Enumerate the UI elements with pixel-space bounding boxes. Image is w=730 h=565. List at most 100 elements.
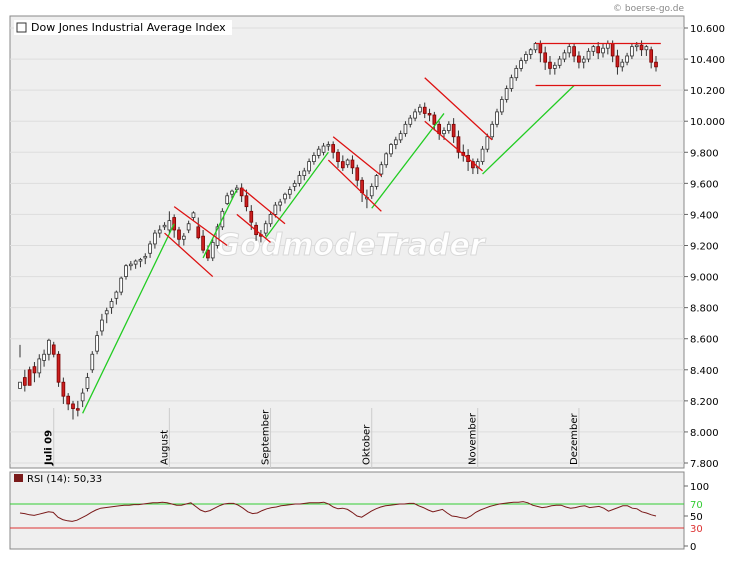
candle bbox=[408, 115, 413, 128]
candle-body bbox=[639, 44, 644, 51]
rsi-level-label: 70 bbox=[690, 500, 703, 511]
resistance-trendline bbox=[327, 159, 382, 212]
candle bbox=[331, 141, 336, 159]
candle bbox=[456, 130, 461, 159]
rsi-y-tick-label: 50 bbox=[690, 512, 703, 523]
candle-body bbox=[292, 182, 297, 187]
candle-body bbox=[90, 353, 95, 371]
candle bbox=[625, 52, 629, 66]
candle-body bbox=[456, 136, 461, 153]
candle bbox=[263, 220, 268, 237]
candle bbox=[403, 121, 408, 137]
candle bbox=[389, 142, 393, 157]
candle bbox=[181, 233, 186, 246]
candle-body bbox=[533, 43, 538, 51]
candle-body bbox=[143, 255, 148, 259]
candle-body bbox=[543, 52, 548, 63]
candle bbox=[51, 341, 56, 358]
candle bbox=[649, 46, 654, 69]
candle bbox=[490, 121, 495, 140]
candle bbox=[596, 41, 601, 60]
candle bbox=[630, 43, 634, 60]
candle-body bbox=[427, 113, 432, 116]
candle-body bbox=[451, 123, 456, 138]
candle-body bbox=[268, 214, 273, 225]
candle-body bbox=[577, 55, 581, 63]
x-tick-label: September bbox=[261, 409, 272, 465]
candle-body bbox=[581, 58, 586, 63]
candle-body bbox=[552, 64, 557, 69]
candle-body bbox=[630, 46, 634, 57]
candle-body bbox=[181, 235, 186, 240]
candle-body bbox=[71, 403, 75, 410]
candle-body bbox=[586, 50, 591, 60]
candle bbox=[495, 108, 499, 128]
candle-body bbox=[398, 133, 403, 141]
candle-body bbox=[572, 46, 576, 57]
candles bbox=[18, 40, 658, 420]
candle-body bbox=[413, 111, 417, 119]
candle-body bbox=[610, 43, 615, 57]
candle-body bbox=[384, 153, 389, 166]
x-tick-label: Oktober bbox=[362, 424, 373, 465]
candle bbox=[273, 202, 278, 218]
candle bbox=[75, 400, 80, 417]
candle bbox=[567, 43, 572, 58]
candle-body bbox=[644, 46, 649, 51]
candle bbox=[287, 186, 292, 199]
candle-body bbox=[307, 161, 311, 172]
candle-body bbox=[249, 210, 254, 223]
candle-body bbox=[201, 235, 205, 251]
rsi-title: RSI (14): 50,33 bbox=[27, 474, 102, 485]
candle-body bbox=[480, 148, 485, 163]
y-tick-label: 9.400 bbox=[690, 210, 719, 221]
candle-body bbox=[191, 212, 196, 218]
candle bbox=[196, 217, 201, 240]
candle-body bbox=[326, 144, 331, 147]
candle-body bbox=[47, 339, 51, 355]
candle bbox=[350, 155, 355, 175]
candle bbox=[138, 257, 143, 268]
candle bbox=[422, 102, 427, 119]
candle bbox=[128, 261, 133, 271]
y-tick-label: 9.800 bbox=[690, 148, 719, 159]
candle-body bbox=[85, 377, 90, 389]
candle bbox=[37, 354, 42, 378]
candle-body bbox=[605, 43, 610, 49]
candle-body bbox=[61, 381, 66, 397]
candle bbox=[210, 239, 215, 262]
candle bbox=[278, 198, 283, 212]
candle-body bbox=[634, 44, 639, 48]
candle-body bbox=[95, 335, 99, 352]
resistance-trendline bbox=[424, 120, 483, 172]
x-tick-label: August bbox=[159, 430, 170, 465]
candle bbox=[591, 45, 596, 56]
y-tick-label: 10.200 bbox=[690, 86, 725, 97]
candle-body bbox=[312, 154, 316, 163]
y-tick-label: 8.200 bbox=[690, 397, 719, 408]
candle-body bbox=[432, 114, 437, 125]
candle-body bbox=[167, 220, 172, 231]
candle-body bbox=[128, 263, 133, 267]
support-trendline bbox=[265, 151, 329, 239]
candle-body bbox=[75, 408, 80, 411]
candle bbox=[124, 264, 128, 280]
candle bbox=[316, 146, 321, 159]
candle bbox=[581, 55, 586, 69]
candle-body bbox=[408, 117, 413, 125]
candle-body bbox=[514, 67, 519, 79]
candle bbox=[572, 43, 576, 63]
candle bbox=[369, 183, 374, 199]
y-tick-label: 9.600 bbox=[690, 179, 719, 190]
candle-body bbox=[557, 58, 562, 66]
candle bbox=[167, 211, 172, 234]
candle-body bbox=[124, 265, 128, 277]
candle-body bbox=[186, 223, 191, 231]
candle bbox=[114, 290, 119, 305]
y-axis: 7.800 8.000 8.200 8.400 8.600 8.800 9.000 9.200… bbox=[684, 24, 725, 470]
candle bbox=[345, 158, 350, 168]
support-trendline bbox=[82, 223, 175, 414]
candle-body bbox=[548, 61, 552, 69]
candle bbox=[398, 130, 403, 143]
